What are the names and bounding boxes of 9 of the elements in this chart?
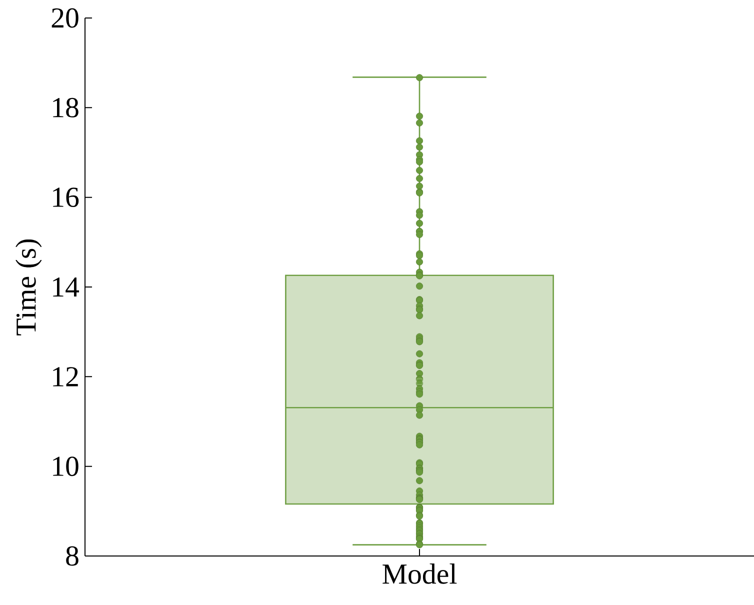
- y-tick-label: 16: [53, 188, 79, 208]
- y-tick-label: 10: [53, 456, 78, 476]
- y-tick-label: 20: [52, 8, 78, 28]
- y-tick-label: 12: [53, 367, 78, 386]
- y-tick-label: 18: [53, 98, 78, 118]
- y-axis-title: Time (s): [16, 239, 42, 336]
- y-tick-label: 14: [53, 277, 80, 297]
- y-tick-label: 8: [66, 546, 78, 566]
- x-tick-label: Model: [382, 564, 457, 584]
